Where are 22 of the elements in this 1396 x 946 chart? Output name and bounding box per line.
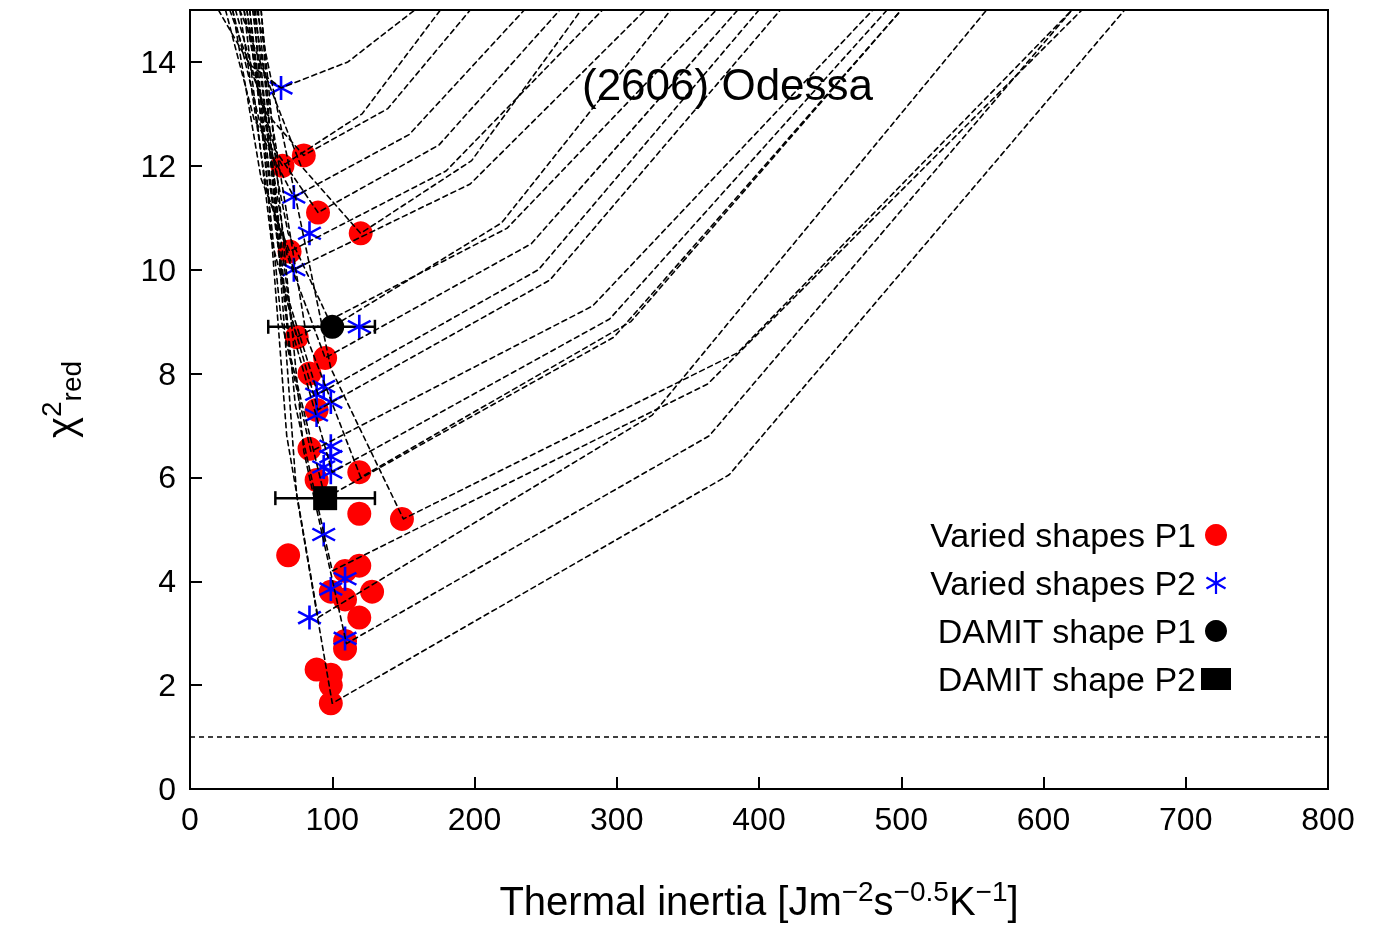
y-tick-label: 8: [158, 355, 176, 392]
x-tick-label: 200: [447, 801, 502, 837]
x-tick-label: 500: [874, 801, 928, 837]
y-tick-label: 14: [140, 43, 176, 80]
y-tick-label: 12: [140, 147, 176, 184]
y-axis-title: χ2red: [35, 360, 87, 439]
x-tick-label: 700: [1159, 801, 1213, 837]
x-tick-label: 600: [1016, 801, 1071, 837]
x-tick-label: 300: [590, 801, 644, 837]
legend-label: DAMIT shape P2: [937, 660, 1196, 698]
x-tick-label: 400: [732, 801, 786, 837]
y-tick-label: 4: [158, 563, 176, 600]
legend-label: Varied shapes P1: [930, 516, 1196, 554]
y-tick-label: 2: [158, 667, 176, 704]
legend-label: DAMIT shape P1: [937, 612, 1196, 650]
x-tick-label: 800: [1301, 801, 1355, 837]
y-tick-label: 0: [158, 771, 176, 807]
y-tick-label: 10: [140, 251, 176, 288]
x-tick-label: 0: [181, 801, 199, 837]
y-tick-label: 6: [158, 459, 176, 496]
legend-label: Varied shapes P2: [930, 564, 1196, 602]
x-tick-label: 100: [305, 801, 359, 837]
